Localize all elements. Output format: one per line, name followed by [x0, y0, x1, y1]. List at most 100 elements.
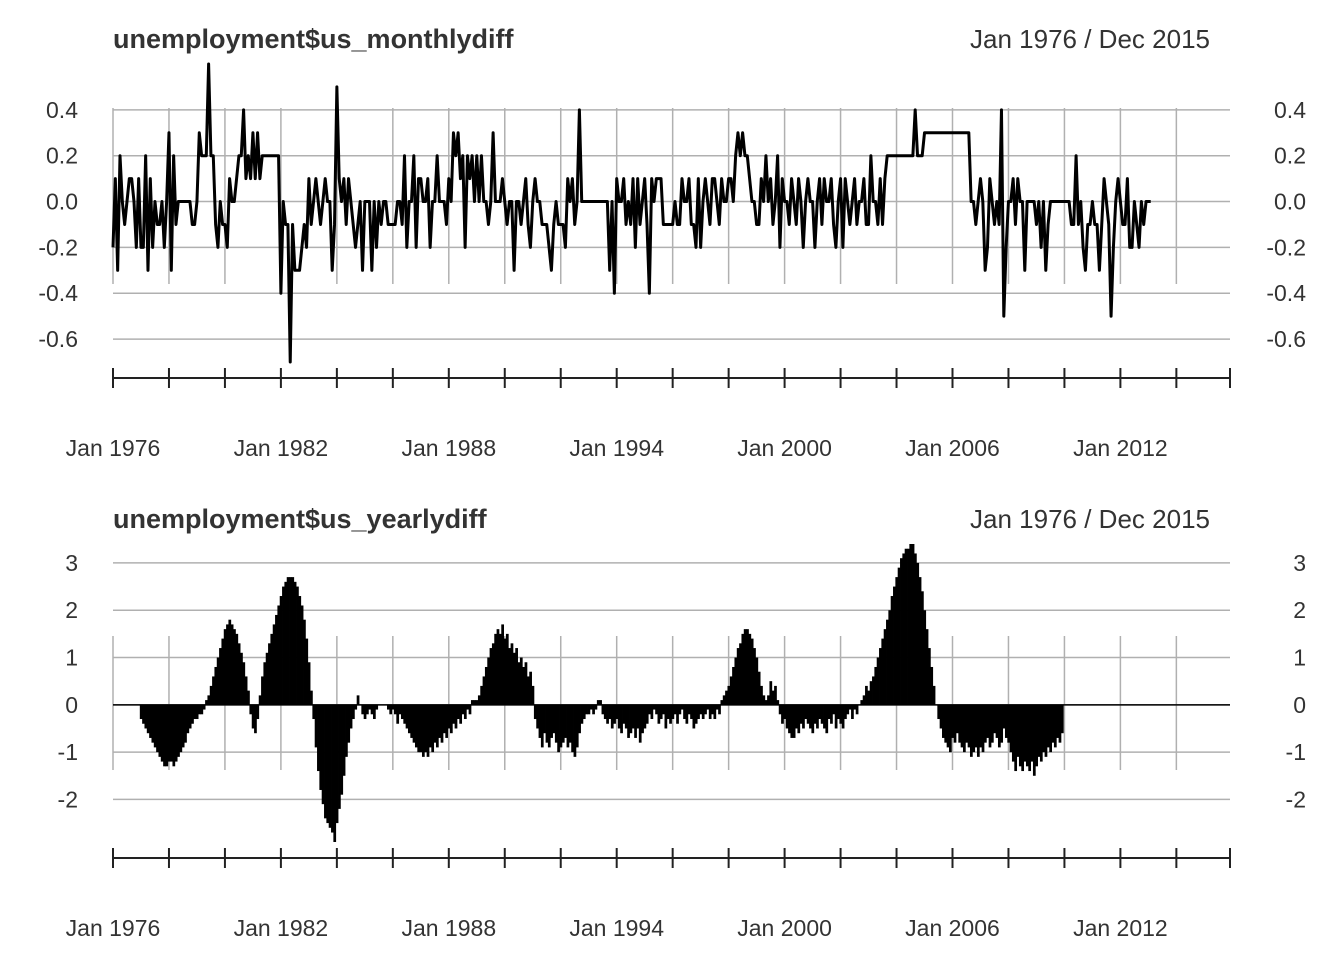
bar [491, 643, 495, 705]
bar [846, 704, 850, 715]
bar [440, 704, 444, 743]
bar [802, 704, 805, 729]
bar [195, 704, 199, 720]
bar [391, 704, 395, 710]
bar [925, 629, 929, 705]
bar [983, 704, 987, 743]
bar [407, 704, 411, 734]
series-layer [113, 544, 1230, 842]
bar [160, 704, 164, 762]
bar [370, 704, 374, 715]
y-tick-label-left: -0.6 [38, 326, 78, 352]
bar [275, 614, 278, 705]
bar [268, 643, 271, 705]
bar [298, 596, 302, 705]
bar [648, 704, 651, 715]
bar [366, 704, 369, 715]
bar [158, 704, 162, 757]
bar [762, 695, 766, 705]
bar [438, 704, 442, 738]
bar [830, 704, 833, 724]
bar [1058, 704, 1062, 743]
bar [1049, 704, 1052, 753]
bar [981, 704, 985, 753]
bar [764, 700, 768, 705]
bar [447, 704, 451, 729]
bar [706, 704, 710, 710]
bar [890, 596, 894, 705]
y-tick-label-left: -1 [58, 739, 78, 765]
bar [165, 704, 169, 767]
bar [582, 704, 586, 720]
bar [979, 704, 983, 748]
bar [799, 704, 803, 724]
bar [739, 643, 742, 705]
y-tick-label-left: 1 [65, 645, 78, 671]
bar [221, 638, 225, 705]
bar [536, 704, 539, 729]
bar [212, 676, 215, 705]
y-tick-label-right: 0.0 [1274, 189, 1306, 215]
bar [736, 648, 740, 705]
bar [559, 704, 563, 748]
bar [1014, 704, 1018, 772]
bar [995, 704, 999, 738]
bar [398, 704, 402, 715]
bar [261, 676, 264, 705]
bar [328, 704, 332, 828]
bar [389, 704, 393, 715]
bar [340, 704, 344, 795]
bar [310, 690, 313, 705]
bar [205, 700, 208, 705]
bar [228, 619, 232, 705]
bar [331, 704, 334, 833]
bar [1023, 704, 1027, 762]
bar [1007, 704, 1011, 743]
bar [251, 704, 255, 729]
bar [144, 704, 148, 729]
bar [603, 704, 607, 720]
bar [727, 685, 731, 705]
bar [242, 662, 246, 705]
bar [725, 690, 728, 705]
bar [349, 704, 353, 729]
bar [410, 704, 414, 738]
bar [939, 704, 943, 729]
bar [839, 704, 843, 724]
bar [972, 704, 976, 753]
bar [466, 704, 470, 710]
y-tick-label-right: 0 [1293, 692, 1306, 718]
bar [347, 704, 351, 743]
bar [1028, 704, 1032, 772]
bar [617, 704, 621, 729]
bar [893, 586, 896, 705]
bar [627, 704, 630, 738]
bar [1018, 704, 1022, 767]
x-tick-label: Jan 2012 [1073, 915, 1168, 941]
x-tick-label: Jan 1988 [401, 435, 496, 461]
bar [613, 704, 616, 724]
bar [1053, 704, 1057, 748]
bar [804, 704, 808, 720]
bar [529, 671, 532, 705]
bar [326, 704, 330, 824]
bar [519, 657, 523, 705]
y-tick-label-right: 0.4 [1274, 97, 1306, 123]
bar [424, 704, 428, 753]
bar [303, 619, 306, 705]
bar [177, 704, 180, 757]
bar [428, 704, 432, 748]
bar [426, 704, 430, 757]
bar [937, 704, 941, 720]
x-tick-label: Jan 1976 [66, 435, 161, 461]
bar [886, 619, 889, 705]
bar [757, 671, 761, 705]
bar [741, 633, 745, 705]
bar [907, 548, 910, 705]
bar [139, 704, 143, 720]
bar [776, 700, 780, 705]
bar [223, 629, 227, 705]
bar [792, 704, 796, 738]
bar [531, 685, 535, 705]
